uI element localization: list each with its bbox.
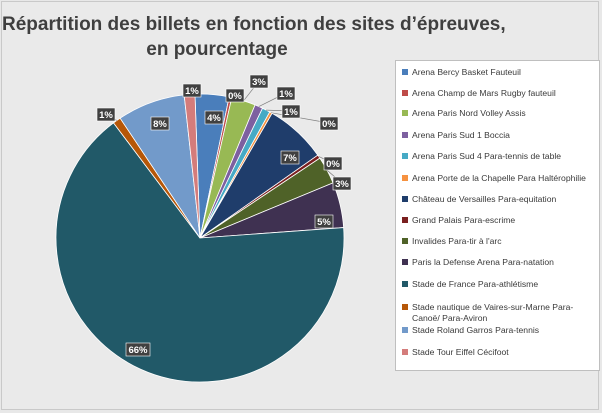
legend-label-2: Arena Champ de Mars Rugby fauteuil — [412, 88, 556, 98]
legend-label-9: Invalides Para-tir à l'arc — [412, 236, 502, 246]
data-label-13: 8% — [150, 116, 170, 131]
legend-item-14: Stade Tour Eiffel Cécifoot — [402, 347, 598, 358]
legend-swatch-13 — [402, 327, 408, 333]
legend-label-13: Stade Roland Garros Para-tennis — [412, 325, 540, 335]
legend-label-5: Arena Paris Sud 4 Para-tennis de table — [412, 151, 562, 161]
legend-label-7: Château de Versailles Para-equitation — [412, 194, 557, 204]
data-label-7: 7% — [280, 150, 300, 165]
data-label-5: 1% — [281, 104, 301, 119]
legend-swatch-12 — [402, 304, 408, 310]
chart-title-line-1: Répartition des billets en fonction des … — [2, 14, 506, 35]
legend-item-6: Arena Porte de la Chapelle Para Haltérop… — [402, 173, 598, 184]
data-label-2: 0% — [225, 88, 245, 103]
legend-swatch-11 — [402, 281, 408, 287]
svg-text:8%: 8% — [153, 119, 167, 130]
legend-item-10: Paris la Defense Arena Para-natation — [402, 257, 598, 268]
legend-item-11: Stade de France Para-athlétisme — [402, 279, 598, 290]
data-label-6: 0% — [319, 116, 339, 131]
legend-swatch-1 — [402, 69, 408, 75]
data-label-3: 3% — [249, 74, 269, 89]
svg-text:1%: 1% — [185, 86, 199, 97]
legend-item-12: Stade nautique de Vaires-sur-Marne Para-… — [402, 302, 598, 324]
svg-text:0%: 0% — [326, 159, 340, 170]
legend-item-4: Arena Paris Sud 1 Boccia — [402, 130, 598, 141]
legend: Arena Bercy Basket Fauteuil Arena Champ d… — [395, 60, 600, 371]
data-label-14: 1% — [182, 83, 202, 98]
svg-text:3%: 3% — [335, 179, 349, 190]
legend-label-12: Stade nautique de Vaires-sur-Marne Para-… — [412, 302, 574, 323]
data-label-9: 3% — [332, 176, 352, 191]
legend-swatch-6 — [402, 175, 408, 181]
legend-item-8: Grand Palais Para-escrime — [402, 215, 598, 226]
svg-text:0%: 0% — [322, 119, 336, 130]
legend-label-1: Arena Bercy Basket Fauteuil — [412, 67, 521, 77]
svg-text:66%: 66% — [128, 345, 148, 356]
data-label-1: 4% — [204, 110, 224, 125]
data-label-4: 1% — [276, 86, 296, 101]
legend-item-13: Stade Roland Garros Para-tennis — [402, 325, 598, 336]
data-label-8: 0% — [323, 156, 343, 171]
svg-text:3%: 3% — [252, 77, 266, 88]
data-label-10: 5% — [314, 214, 334, 229]
legend-swatch-2 — [402, 90, 408, 96]
svg-text:1%: 1% — [279, 89, 293, 100]
legend-label-11: Stade de France Para-athlétisme — [412, 279, 539, 289]
svg-text:1%: 1% — [99, 110, 113, 121]
data-label-12: 1% — [96, 107, 116, 122]
svg-text:5%: 5% — [317, 217, 331, 228]
legend-item-7: Château de Versailles Para-equitation — [402, 194, 598, 205]
svg-text:1%: 1% — [284, 107, 298, 118]
legend-swatch-8 — [402, 217, 408, 223]
legend-label-14: Stade Tour Eiffel Cécifoot — [412, 347, 509, 357]
legend-swatch-10 — [402, 259, 408, 265]
legend-swatch-9 — [402, 238, 408, 244]
svg-text:0%: 0% — [228, 91, 242, 102]
legend-swatch-14 — [402, 349, 408, 355]
legend-item-3: Arena Paris Nord Volley Assis — [402, 108, 598, 119]
legend-label-10: Paris la Defense Arena Para-natation — [412, 257, 554, 267]
legend-swatch-5 — [402, 153, 408, 159]
legend-item-9: Invalides Para-tir à l'arc — [402, 236, 598, 247]
legend-label-8: Grand Palais Para-escrime — [412, 215, 516, 225]
svg-text:7%: 7% — [283, 153, 297, 164]
legend-item-1: Arena Bercy Basket Fauteuil — [402, 67, 598, 78]
data-label-11: 66% — [125, 342, 151, 357]
legend-item-2: Arena Champ de Mars Rugby fauteuil — [402, 88, 598, 99]
chart-title: Répartition des billets en fonction des … — [2, 12, 506, 62]
pie-slice-11 — [55, 122, 345, 383]
legend-swatch-7 — [402, 196, 408, 202]
legend-label-6: Arena Porte de la Chapelle Para Haltérop… — [412, 173, 586, 183]
legend-swatch-3 — [402, 110, 408, 116]
legend-label-3: Arena Paris Nord Volley Assis — [412, 108, 526, 118]
legend-swatch-4 — [402, 132, 408, 138]
legend-item-5: Arena Paris Sud 4 Para-tennis de table — [402, 151, 598, 162]
svg-text:4%: 4% — [207, 113, 221, 124]
legend-label-4: Arena Paris Sud 1 Boccia — [412, 130, 510, 140]
chart-title-line-2: en pourcentage — [146, 39, 288, 60]
